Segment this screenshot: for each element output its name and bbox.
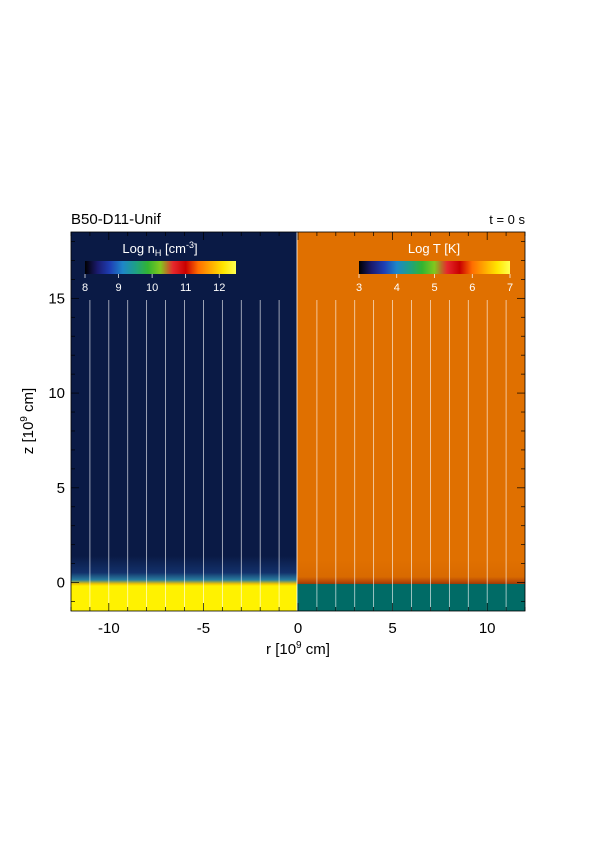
temperature-colorbar-gradient [359,261,510,274]
y-tick-label: 10 [48,385,65,402]
temperature-colorbar-label: Log T [K] [408,241,460,256]
temperature-panel-transition [297,560,525,584]
x-axis-label: r [109 cm] [266,640,330,658]
x-tick-label: 0 [294,620,302,637]
chart-title: B50-D11-Unif [71,211,162,228]
colorbar-tick-label: 3 [356,282,362,294]
density-panel-lower [71,586,297,611]
magnetic-field-lines [89,300,507,611]
y-tick-label: 5 [57,480,65,497]
density-colorbar: 8 9 10 11 12 Log nH [cm-3] [82,240,236,294]
temperature-panel-lower [297,584,525,611]
temperature-colorbar-ticks: 3 4 5 6 7 [356,274,513,294]
plot-area [71,232,525,611]
colorbar-tick-label: 5 [431,282,437,294]
colorbar-tick-label: 4 [394,282,400,294]
y-axis-label: z [109 cm] [19,388,37,454]
axis-ticks [70,232,526,611]
colorbar-tick-label: 11 [180,282,191,294]
y-tick-labels: 0 5 10 15 [48,290,65,591]
colorbar-tick-label: 12 [213,282,225,294]
density-panel-transition [71,556,297,586]
colorbar-tick-label: 8 [82,282,88,294]
x-tick-label: 5 [388,620,396,637]
colorbar-tick-label: 9 [115,282,121,294]
x-tick-labels: -10 -5 0 5 10 [98,620,496,637]
colorbar-tick-label: 7 [507,282,513,294]
density-colorbar-label: Log nH [cm-3] [122,240,197,258]
x-tick-label: 10 [479,620,496,637]
x-tick-label: -10 [98,620,120,637]
colorbar-tick-label: 10 [146,282,158,294]
colorbar-tick-label: 6 [469,282,475,294]
density-colorbar-ticks: 8 9 10 11 12 [82,274,225,294]
x-tick-label: -5 [197,620,210,637]
temperature-colorbar: 3 4 5 6 7 Log T [K] [356,241,513,294]
density-colorbar-gradient [85,261,236,274]
temperature-panel-upper [297,232,525,583]
time-label: t = 0 s [489,212,525,227]
y-tick-label: 0 [57,575,65,592]
y-tick-label: 15 [48,290,65,307]
